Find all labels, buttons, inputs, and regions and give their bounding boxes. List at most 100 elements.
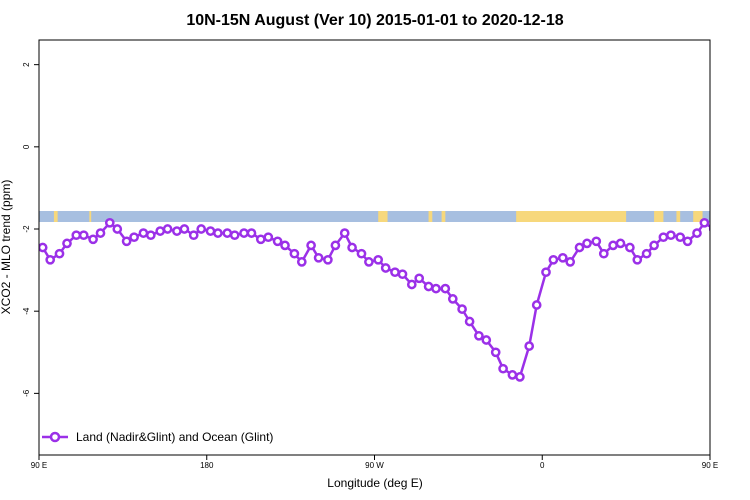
map-strip — [39, 211, 710, 222]
ocean-band — [39, 211, 710, 222]
y-tick-label: 2 — [22, 62, 31, 67]
data-point — [39, 242, 48, 253]
data-point — [727, 234, 734, 241]
x-tick-label: 90 E — [31, 461, 47, 470]
data-point — [289, 248, 300, 259]
data-point — [718, 238, 725, 245]
data-point — [591, 236, 602, 247]
data-point — [574, 242, 585, 253]
data-point — [229, 230, 240, 241]
y-tick-label: 0 — [22, 144, 31, 149]
data-point — [356, 248, 367, 259]
legend-point-marker — [49, 431, 61, 443]
data-point — [313, 252, 324, 263]
data-point — [481, 335, 492, 345]
data-point — [373, 254, 384, 265]
x-tick-label: 90 W — [365, 461, 384, 470]
data-point — [440, 283, 451, 294]
data-point — [71, 230, 82, 241]
x-axis: 90 E 180 90 W 0 90 E — [31, 455, 718, 470]
land-mass — [378, 211, 388, 222]
x-tick-label: 0 — [540, 461, 545, 470]
land-mass — [89, 211, 92, 222]
data-point — [306, 240, 316, 251]
land-mass — [428, 211, 433, 222]
x-axis-label: Longitude (deg E) — [327, 476, 422, 490]
data-point — [632, 254, 643, 265]
data-point — [95, 228, 106, 238]
land-mass — [676, 211, 681, 222]
data-point — [88, 234, 98, 245]
data-point — [734, 230, 741, 237]
data-point — [464, 316, 475, 327]
legend: Land (Nadir&Glint) and Ocean (Glint) — [42, 430, 273, 444]
data-point — [239, 228, 249, 238]
data-point — [423, 281, 434, 292]
data-point — [323, 254, 333, 265]
data-point — [78, 230, 89, 241]
data-point — [246, 228, 257, 238]
data-point — [129, 232, 139, 243]
data-point — [498, 363, 508, 374]
data-point — [162, 224, 173, 234]
data-point — [172, 226, 182, 236]
data-point — [330, 240, 341, 251]
data-point — [255, 234, 266, 245]
data-point — [431, 283, 441, 294]
data-point — [625, 242, 635, 253]
data-point — [515, 372, 525, 382]
land-mass — [516, 211, 627, 222]
data-point — [682, 236, 693, 247]
data-point — [263, 232, 274, 243]
data-point — [531, 300, 542, 310]
data-point — [196, 224, 207, 234]
data-point — [45, 254, 56, 265]
data-point — [138, 228, 149, 238]
data-point — [272, 236, 283, 247]
data-point — [112, 224, 123, 234]
data-point — [582, 238, 592, 249]
land-mass — [654, 211, 664, 222]
data-point — [339, 228, 350, 238]
data-point — [708, 225, 710, 233]
data-point — [565, 257, 576, 267]
data-point — [380, 263, 391, 273]
data-point — [524, 341, 535, 351]
data-point — [675, 232, 686, 243]
data-point — [62, 238, 72, 249]
y-tick-label: -4 — [22, 307, 31, 315]
data-point — [222, 228, 233, 238]
data-point — [474, 330, 484, 341]
data-point — [608, 240, 618, 251]
y-axis: 2 0 -2 -4 -6 — [22, 62, 39, 397]
data-point — [364, 257, 374, 267]
chart-title: 10N-15N August (Ver 10) 2015-01-01 to 20… — [186, 12, 563, 29]
data-point — [104, 217, 115, 228]
data-point — [598, 248, 609, 259]
land-mass — [693, 211, 703, 222]
data-point — [296, 257, 307, 267]
data-point — [541, 267, 551, 278]
data-point — [280, 240, 290, 251]
land-mass — [441, 211, 446, 222]
data-point — [397, 269, 408, 280]
y-tick-label: -2 — [22, 225, 31, 233]
data-point — [699, 217, 710, 228]
data-point — [557, 252, 568, 263]
series-group — [39, 217, 741, 382]
data-point — [507, 370, 518, 380]
data-point — [414, 273, 425, 284]
data-point — [548, 254, 559, 265]
data-point — [188, 230, 199, 241]
data-point — [406, 279, 417, 290]
data-point — [121, 236, 132, 247]
data-point — [615, 238, 626, 249]
data-point — [447, 294, 458, 304]
data-point — [641, 248, 652, 259]
land-mass — [53, 211, 58, 222]
data-point — [490, 347, 501, 358]
data-point — [658, 232, 669, 243]
data-point — [213, 228, 223, 238]
data-point — [179, 224, 190, 234]
